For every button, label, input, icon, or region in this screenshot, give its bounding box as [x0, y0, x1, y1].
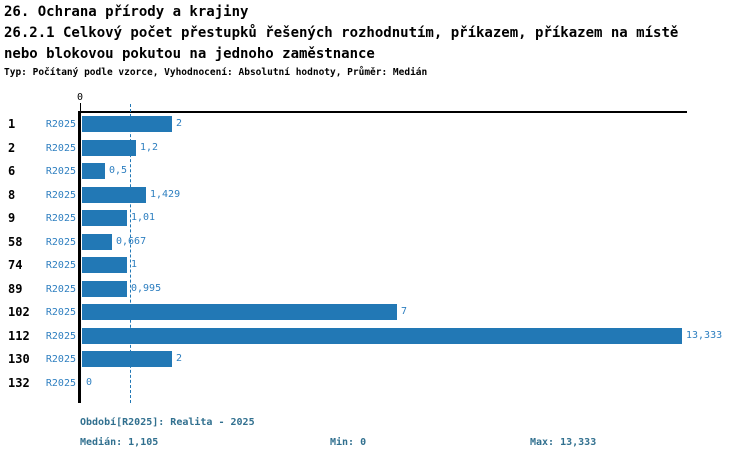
category-label: 58 [8, 235, 23, 249]
bar [82, 328, 682, 344]
value-label: 2 [176, 353, 183, 364]
value-label: 0,995 [131, 283, 162, 294]
category-label: 102 [8, 305, 30, 319]
bar [82, 281, 127, 297]
bar [82, 163, 105, 179]
category-label: 2 [8, 141, 16, 155]
series-label: R2025 [45, 284, 76, 295]
max-stat-label: Max: 13,333 [530, 437, 597, 448]
value-label: 1,01 [131, 212, 156, 223]
series-label: R2025 [45, 143, 76, 154]
value-label: 0,667 [116, 236, 147, 247]
category-label: 8 [8, 188, 16, 202]
series-label: R2025 [45, 166, 76, 177]
indicator-meta-line: Typ: Počítaný podle vzorce, Vyhodnocení:… [4, 67, 428, 78]
x-axis-line [79, 111, 687, 113]
indicator-title-line2: nebo blokovou pokutou na jednoho zaměstn… [4, 46, 375, 62]
series-label: R2025 [45, 119, 76, 130]
series-label: R2025 [45, 190, 76, 201]
x-axis-origin-label: 0 [76, 92, 84, 103]
value-label: 2 [176, 118, 183, 129]
category-label: 9 [8, 211, 16, 225]
category-label: 132 [8, 376, 30, 390]
bar [82, 257, 127, 273]
section-title: 26. Ochrana přírody a krajiny [4, 4, 249, 20]
median-stat-label: Medián: 1,105 [80, 437, 159, 448]
series-label: R2025 [45, 354, 76, 365]
value-label: 7 [401, 306, 408, 317]
category-label: 89 [8, 282, 23, 296]
category-label: 74 [8, 258, 23, 272]
y-axis-line [78, 111, 81, 403]
indicator-title-line1: 26.2.1 Celkový počet přestupků řešených … [4, 25, 679, 41]
value-label: 0 [86, 377, 93, 388]
bar [82, 304, 397, 320]
series-label: R2025 [45, 331, 76, 342]
series-label: R2025 [45, 307, 76, 318]
bar [82, 234, 112, 250]
x-axis-origin-tick [80, 103, 81, 112]
bar [82, 116, 172, 132]
value-label: 1,2 [140, 142, 159, 153]
value-label: 0,5 [109, 165, 128, 176]
category-label: 112 [8, 329, 30, 343]
min-stat-label: Min: 0 [330, 437, 367, 448]
series-label: R2025 [45, 237, 76, 248]
series-label: R2025 [45, 260, 76, 271]
median-reference-line [130, 104, 131, 403]
bar [82, 140, 136, 156]
value-label: 1,429 [150, 189, 181, 200]
category-label: 1 [8, 117, 16, 131]
series-label: R2025 [45, 213, 76, 224]
series-label: R2025 [45, 378, 76, 389]
bar [82, 210, 127, 226]
period-label: Období[R2025]: Realita - 2025 [80, 417, 255, 428]
value-label: 1 [131, 259, 138, 270]
value-label: 13,333 [686, 330, 723, 341]
bar [82, 187, 146, 203]
category-label: 6 [8, 164, 16, 178]
category-label: 130 [8, 352, 30, 366]
bar [82, 351, 172, 367]
